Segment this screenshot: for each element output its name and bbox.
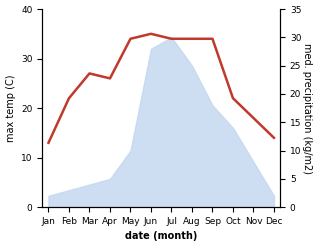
Y-axis label: max temp (C): max temp (C) [5,74,16,142]
Y-axis label: med. precipitation (kg/m2): med. precipitation (kg/m2) [302,43,313,174]
X-axis label: date (month): date (month) [125,231,197,242]
